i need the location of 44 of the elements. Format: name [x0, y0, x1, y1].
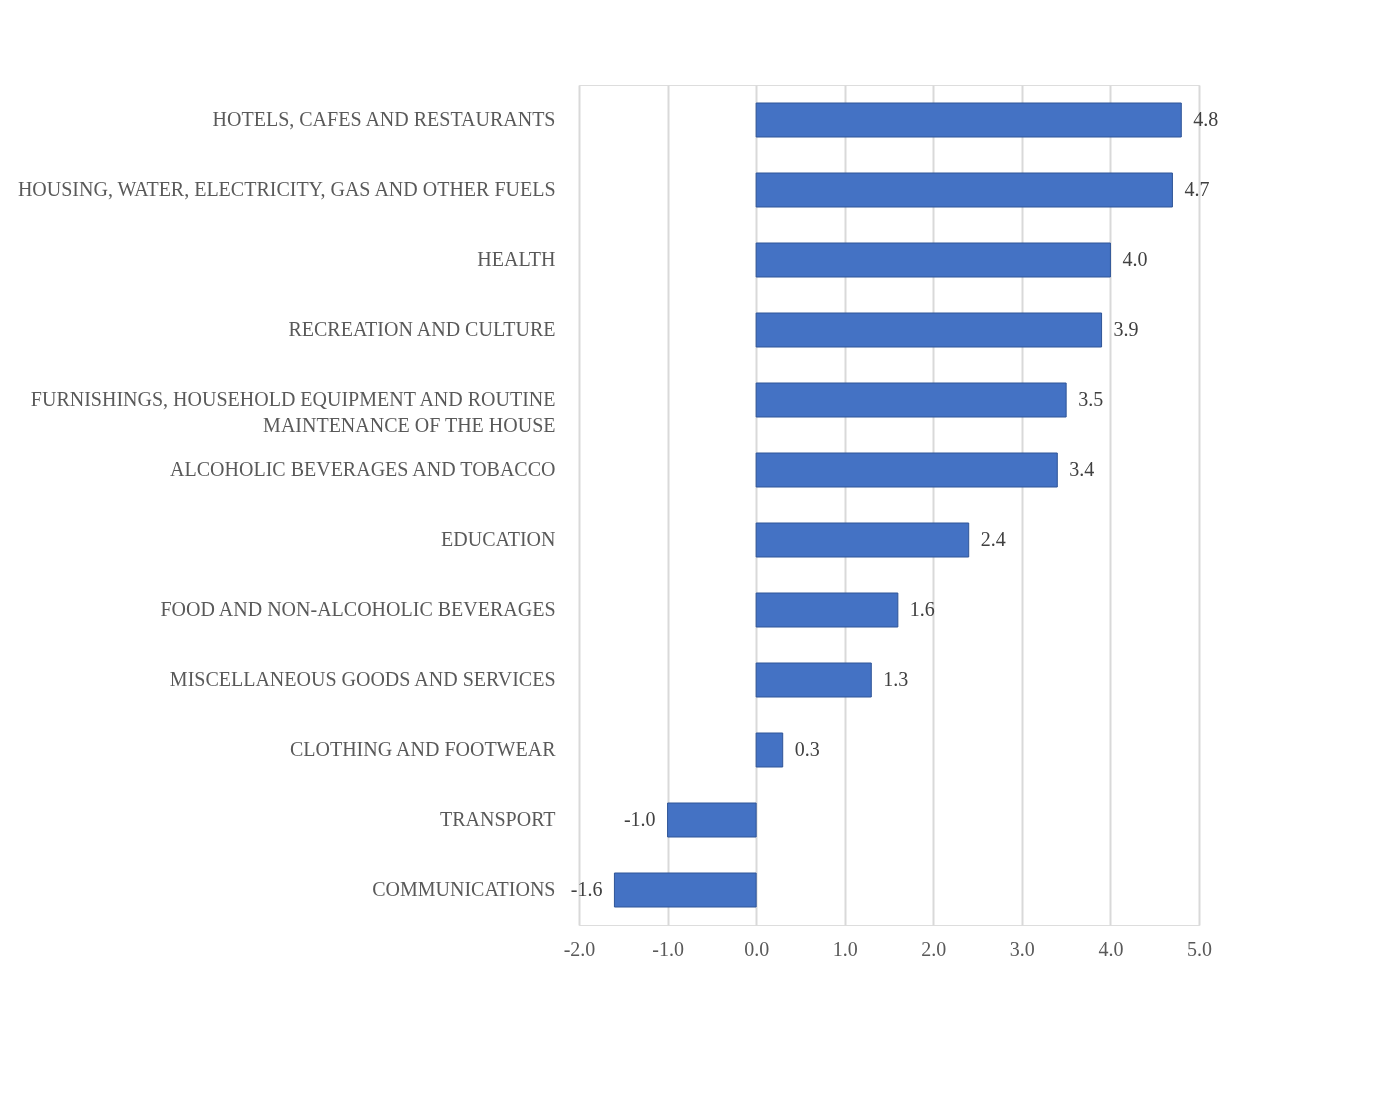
bar — [755, 102, 1182, 138]
bar — [755, 732, 784, 768]
x-tick-label: 1.0 — [832, 937, 858, 960]
data-label: 4.0 — [1122, 248, 1148, 270]
y-tick-label: EDUCATION — [441, 528, 556, 550]
y-tick-label: MISCELLANEOUS GOODS AND SERVICES — [169, 668, 556, 690]
bar — [755, 452, 1058, 488]
y-tick-label: FOOD AND NON-ALCOHOLIC BEVERAGES — [160, 598, 556, 620]
data-label: 4.8 — [1193, 108, 1219, 130]
data-label: 3.5 — [1078, 388, 1104, 410]
data-label: 1.3 — [883, 668, 909, 690]
y-tick-label: CLOTHING AND FOOTWEAR — [289, 738, 557, 760]
x-tick-label: 4.0 — [1098, 937, 1124, 960]
bar — [755, 242, 1111, 278]
data-label: 2.4 — [980, 528, 1006, 550]
bar — [667, 802, 757, 838]
x-tick-label: -1.0 — [652, 937, 684, 960]
bar — [755, 172, 1173, 208]
bar — [755, 312, 1103, 348]
y-tick-label: COMMUNICATIONS — [372, 878, 556, 900]
bar — [755, 522, 970, 558]
x-tick-label: 3.0 — [1009, 937, 1035, 960]
y-tick-label: ALCOHOLIC BEVERAGES AND TOBACCO — [170, 458, 556, 480]
y-tick-label: RECREATION AND CULTURE — [288, 318, 556, 340]
y-tick-label: HEALTH — [477, 248, 556, 270]
bar — [755, 662, 872, 698]
data-label: 3.4 — [1069, 458, 1095, 480]
data-label: -1.6 — [570, 878, 603, 900]
data-label: 1.6 — [909, 598, 935, 620]
bar — [755, 592, 899, 628]
x-tick-label: 0.0 — [744, 937, 770, 960]
y-tick-label: HOTELS, CAFES AND RESTAURANTS — [212, 108, 556, 130]
y-tick-label: TRANSPORT — [440, 808, 556, 830]
data-label: 4.7 — [1184, 178, 1210, 200]
bar — [613, 872, 757, 908]
data-label: -1.0 — [623, 808, 656, 830]
bar — [755, 382, 1067, 418]
x-tick-label: 5.0 — [1187, 937, 1212, 960]
x-tick-label: -2.0 — [563, 937, 596, 960]
x-tick-label: 2.0 — [921, 937, 947, 960]
data-label: 3.9 — [1113, 318, 1139, 340]
data-label: 0.3 — [794, 738, 820, 760]
y-tick-label: FURNISHINGS, HOUSEHOLD EQUIPMENT AND ROUTINE MAINTENANCE OF THE HOUSE — [30, 388, 556, 436]
y-tick-label: HOUSING, WATER, ELECTRICITY, GAS AND OTHER FUELS — [17, 178, 556, 200]
